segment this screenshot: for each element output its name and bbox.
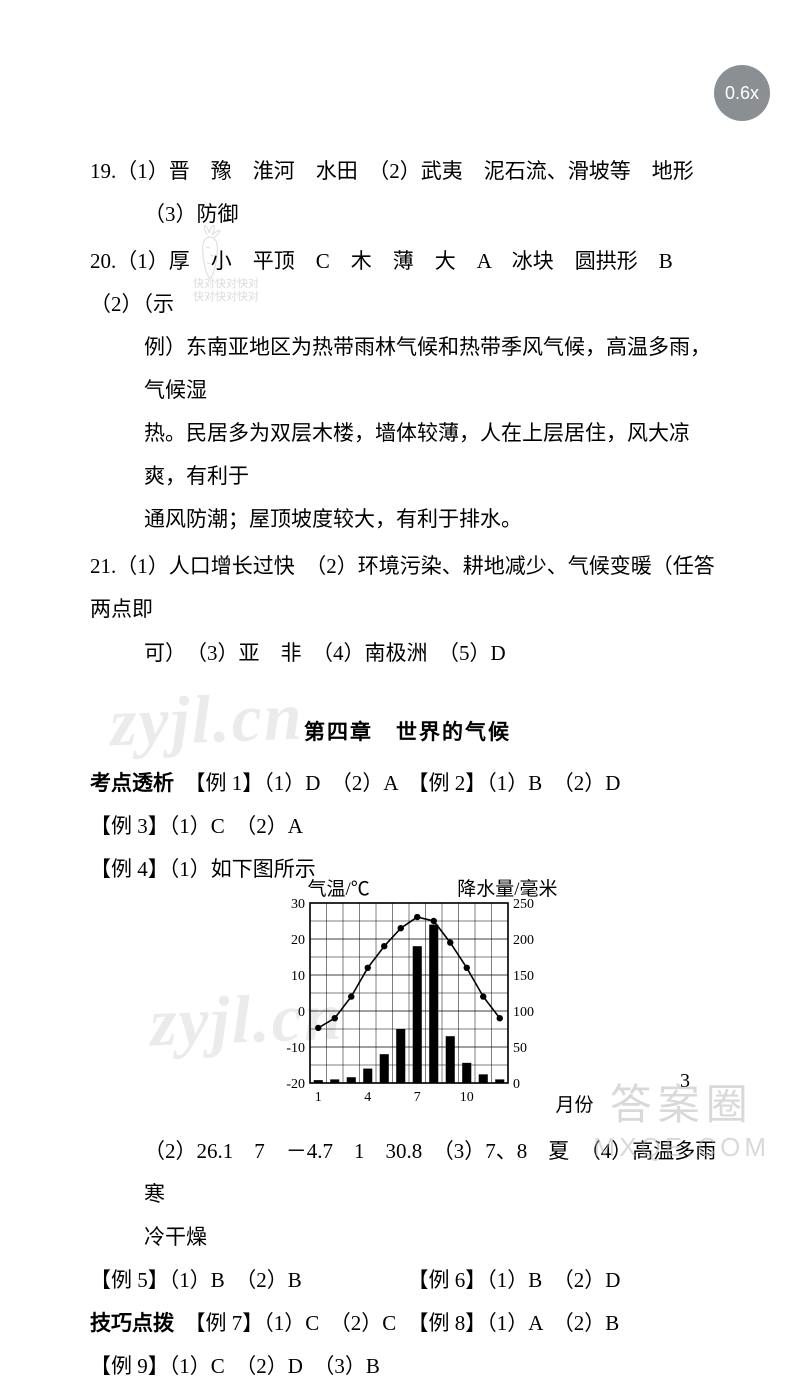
zoom-badge[interactable]: 0.6x (714, 65, 770, 121)
q20-line2: 例）东南亚地区为热带雨林气候和热带季风气候，高温多雨，气候湿 (90, 326, 725, 412)
svg-text:20: 20 (291, 933, 305, 948)
right-axis-label: 降水量/毫米 (457, 871, 557, 910)
svg-text:4: 4 (364, 1090, 371, 1105)
q20-line1: 20.（1）厚 小 平顶 C 木 薄 大 A 冰块 圆拱形 B （2）（示 (90, 240, 725, 326)
exam-row6-left: 技巧点拨 【例 7】（1）C （2）C (90, 1302, 408, 1345)
exam-row6-right: 【例 8】（1）A （2）B (408, 1302, 726, 1345)
q19-line2: （3）防御 (90, 193, 725, 236)
svg-text:7: 7 (413, 1090, 420, 1105)
exam-row-5: 【例 5】（1）B （2）B 【例 6】（1）B （2）D (90, 1259, 725, 1302)
chapter-title: 第四章 世界的气候 (90, 711, 725, 754)
page-content: 19.（1）晋 豫 淮河 水田 （2）武夷 泥石流、滑坡等 地形 （3）防御 2… (90, 150, 725, 1388)
bottom-axis-label: 月份 (555, 1087, 593, 1126)
exam-row-1: 考点透析 【例 1】（1）D （2）A 【例 2】（1）B （2）D (90, 762, 725, 805)
exam-row-2: 【例 3】（1）C （2）A (90, 805, 725, 848)
kaodian-label: 考点透析 (90, 771, 174, 795)
svg-text:10: 10 (291, 969, 305, 984)
svg-text:150: 150 (513, 969, 534, 984)
q21-line1: 21.（1）人口增长过快 （2）环境污染、耕地减少、气候变暖（任答两点即 (90, 545, 725, 631)
q20-line3: 热。民居多为双层木楼，墙体较薄，人在上层居住，风大凉爽，有利于 (90, 412, 725, 498)
q20-num: 20. (90, 249, 116, 273)
jiqiao-label: 技巧点拨 (90, 1311, 174, 1335)
svg-text:-20: -20 (286, 1077, 305, 1092)
exam-row1-right: 【例 2】（1）B （2）D (408, 762, 726, 805)
exam-row5-right: 【例 6】（1）B （2）D (408, 1259, 726, 1302)
svg-text:200: 200 (513, 933, 534, 948)
svg-text:50: 50 (513, 1041, 527, 1056)
zoom-level: 0.6x (725, 83, 759, 104)
q19-num: 19. (90, 159, 116, 183)
svg-text:100: 100 (513, 1005, 534, 1020)
climate-chart-wrap: 气温/℃ 降水量/毫米 月份 -20-100102030050100150200… (90, 897, 725, 1122)
exam-row1-left: 考点透析 【例 1】（1）D （2）A (90, 762, 408, 805)
ex1: 【例 1】（1）D （2）A (195, 771, 399, 795)
climate-chart-svg: -20-10010203005010015020025014710 (268, 897, 548, 1107)
exam-row5-left: 【例 5】（1）B （2）B (90, 1259, 408, 1302)
question-20: 20.（1）厚 小 平顶 C 木 薄 大 A 冰块 圆拱形 B （2）（示 例）… (90, 240, 725, 541)
q20-line4: 通风防潮；屋顶坡度较大，有利于排水。 (90, 498, 725, 541)
svg-text:-10: -10 (286, 1041, 305, 1056)
climate-chart: 气温/℃ 降水量/毫米 月份 -20-100102030050100150200… (268, 897, 548, 1122)
exam-row-7: 【例 9】（1）C （2）D （3）B (90, 1345, 725, 1388)
svg-text:10: 10 (459, 1090, 473, 1105)
q19-line1: 19.（1）晋 豫 淮河 水田 （2）武夷 泥石流、滑坡等 地形 (90, 150, 725, 193)
exam4-line3: 冷干燥 (90, 1216, 725, 1259)
ex7: 【例 7】（1）C （2）C (195, 1311, 396, 1335)
page-number: 3 (680, 1070, 690, 1093)
left-axis-label: 气温/℃ (308, 871, 370, 910)
svg-text:30: 30 (291, 897, 305, 912)
q21-num: 21. (90, 554, 116, 578)
svg-text:1: 1 (314, 1090, 321, 1105)
svg-text:0: 0 (298, 1005, 305, 1020)
exam-row-6: 技巧点拨 【例 7】（1）C （2）C 【例 8】（1）A （2）B (90, 1302, 725, 1345)
exam4-line1: 【例 4】（1）如下图所示 (90, 848, 725, 891)
exam4-line2: （2）26.1 7 －4.7 1 30.8 （3）7、8 夏 （4）高温多雨 寒 (90, 1130, 725, 1216)
question-19: 19.（1）晋 豫 淮河 水田 （2）武夷 泥石流、滑坡等 地形 （3）防御 (90, 150, 725, 236)
svg-text:0: 0 (513, 1077, 520, 1092)
q21-line2: 可） （3）亚 非 （4）南极洲 （5）D (90, 632, 725, 675)
question-21: 21.（1）人口增长过快 （2）环境污染、耕地减少、气候变暖（任答两点即 可） … (90, 545, 725, 674)
